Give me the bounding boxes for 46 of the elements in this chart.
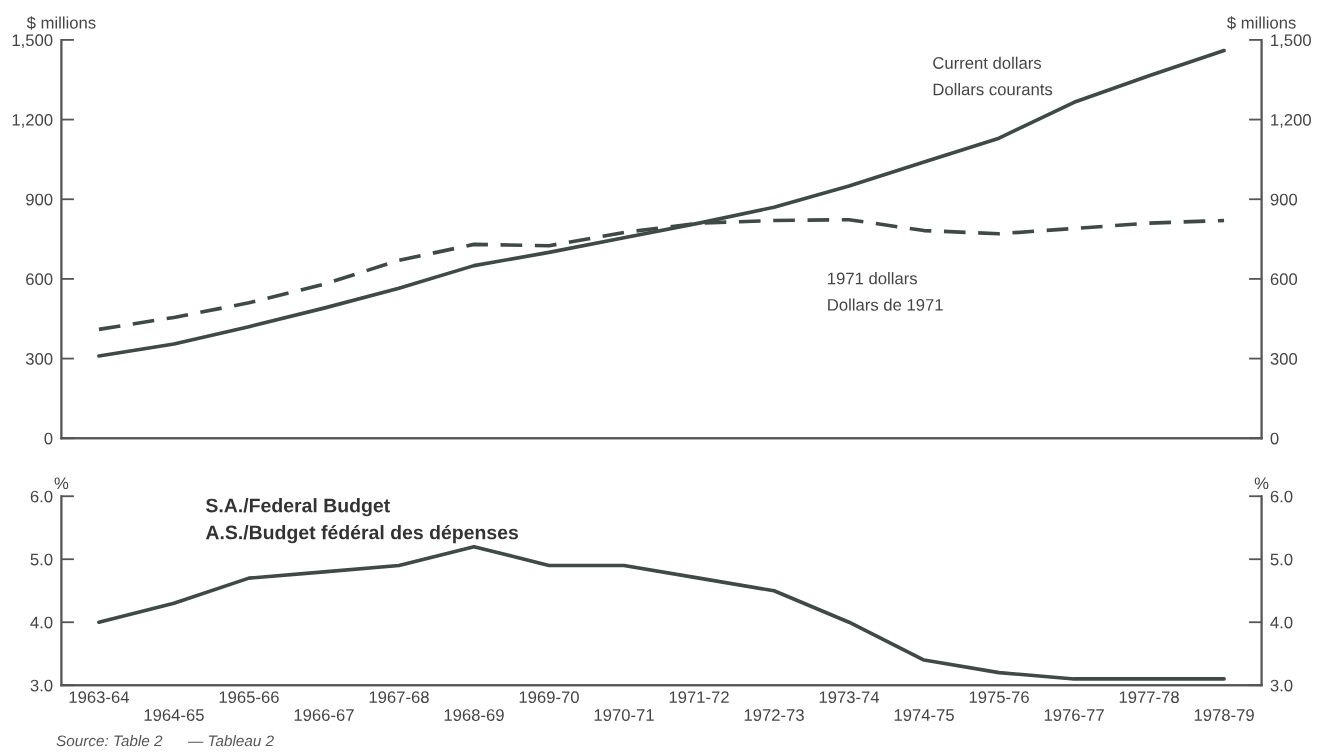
y-tick-label: 6.0: [30, 490, 53, 503]
series-label: Current dollars Dollars courants: [933, 56, 1053, 96]
x-tick-label: 1963-64: [69, 691, 130, 704]
y2-tick-label: 300: [1270, 352, 1298, 365]
y2-tick-label: 4.0: [1270, 616, 1293, 629]
x-tick-label: 1973-74: [819, 691, 880, 704]
text: S.A./Federal Budget A.S./Budget fédéral des dépenses: [205, 498, 518, 544]
x-tick-label: 1972-73: [744, 709, 804, 721]
y2-tick-label: 1,500: [1271, 34, 1311, 49]
text: 1971 dollars Dollars de 1971: [828, 272, 943, 311]
y2-tick-label: 6.0: [1270, 490, 1293, 503]
y-tick-label: 1,500: [12, 34, 53, 49]
y-tick-label: 0: [44, 432, 53, 445]
x-tick-label: 1970-71: [594, 709, 654, 721]
y2-tick-label: 0: [1270, 432, 1279, 445]
line-series: [97, 48, 1226, 358]
x-tick-label: 1977-78: [1119, 691, 1179, 704]
x-tick-label: 1975-76: [969, 691, 1029, 704]
line-series: [97, 544, 1226, 681]
y-tick-label: 3.0: [30, 679, 53, 692]
y-tick-label: 4.0: [30, 616, 53, 629]
y-tick-label: 5.0: [30, 553, 53, 566]
y-tick-label: 900: [26, 193, 53, 206]
x-tick-label: 1967-68: [369, 691, 429, 704]
source-note: Source: Table 2 — Tableau 2: [56, 734, 274, 747]
x-tick-label: 1976-77: [1044, 709, 1104, 721]
y2-axis-title: %: [1254, 477, 1269, 490]
y-axis-title: %: [54, 477, 69, 490]
y2-tick-label: 600: [1270, 273, 1298, 286]
y2-tick-label: 5.0: [1270, 553, 1293, 566]
x-tick-label: 1978-79: [1194, 709, 1254, 721]
y2-tick-label: 1,200: [1271, 113, 1311, 128]
y-axis-title: $ millions: [26, 16, 96, 30]
x-tick-label: 1974-75: [894, 709, 954, 721]
x-tick-label: 1968-69: [444, 709, 504, 721]
y-tick-label: 300: [25, 352, 53, 365]
y2-axis-title: $ millions: [1227, 16, 1296, 30]
y2-tick-label: 900: [1270, 193, 1298, 206]
x-tick-label: 1966-67: [294, 709, 354, 721]
y-tick-label: 1,200: [12, 113, 53, 128]
x-tick-label: 1965-66: [219, 691, 279, 704]
x-tick-label: 1964-65: [144, 709, 204, 721]
x-tick-label: 1971-72: [669, 691, 729, 704]
y-tick-label: 600: [26, 273, 53, 286]
y2-tick-label: 3.0: [1270, 679, 1293, 692]
x-tick-label: 1969-70: [519, 691, 579, 704]
